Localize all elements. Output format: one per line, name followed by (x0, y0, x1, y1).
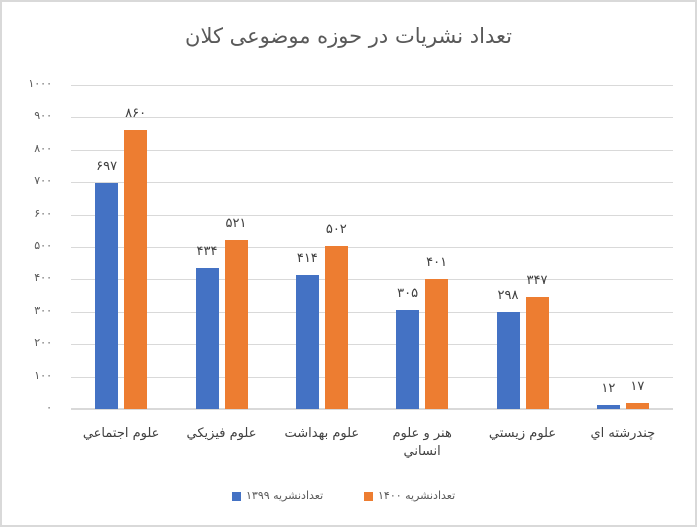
category-label-line: علوم زيستي (488, 426, 557, 441)
category-label-line: علوم بهداشت (284, 426, 360, 441)
y-tick-label: ۸۰۰ (34, 141, 52, 155)
y-tick-label: ۰ (46, 401, 52, 414)
bar-series-1 (95, 183, 119, 409)
y-tick-label: ۵۰۰ (34, 239, 52, 252)
data-label: ۲۹۸ (497, 288, 519, 304)
data-label: ۵۰۲ (325, 222, 347, 238)
category-label: علوم بهداشت (272, 425, 372, 443)
bar-series-1 (496, 312, 520, 409)
y-tick-label: ۱۰۰۰ (28, 77, 52, 90)
y-tick-label: ۱۰۰ (34, 368, 52, 382)
y-tick-label: ۲۰۰ (34, 336, 52, 350)
bar-series-2 (324, 246, 348, 409)
data-label: ۴۳۴ (196, 244, 218, 260)
bar-series-2 (525, 296, 549, 409)
gridline (71, 344, 673, 346)
data-label: ۸۶۰ (125, 106, 147, 122)
data-label: ۱۲ (601, 381, 616, 397)
category-label-line: علوم اجتماعي (82, 426, 160, 441)
data-label: ۱۷ (630, 379, 645, 395)
gridline (71, 85, 673, 86)
y-tick-label: ۴۰۰ (34, 271, 52, 285)
chart-title: تعداد نشریات در حوزه موضوعی کلان (185, 24, 512, 48)
category-label-line: انساني (403, 444, 441, 459)
bar-series-1 (596, 405, 620, 409)
gridline (71, 117, 673, 119)
category-label: هنر و علوم انساني (372, 425, 472, 461)
data-label: ۵۲۱ (225, 216, 247, 232)
bar-series-1 (295, 274, 319, 409)
category-label: علوم اجتماعي (71, 425, 171, 443)
gridline (71, 149, 673, 151)
y-tick-label: ۹۰۰ (34, 109, 52, 123)
bar-series-2 (124, 130, 148, 409)
gridline (71, 311, 673, 313)
x-axis-line (71, 408, 673, 410)
legend-label-2: تعدادنشریه ۱۴۰۰ (378, 489, 456, 502)
legend: تعدادنشریه ۱۳۹۹ تعدادنشریه ۱۴۰۰ (0, 489, 697, 505)
legend-label-1: تعدادنشریه ۱۳۹۹ (246, 489, 324, 502)
bar-series-2 (625, 403, 649, 409)
gridline (71, 376, 673, 378)
legend-swatch-2 (364, 492, 373, 501)
y-tick-label: ۶۰۰ (34, 206, 52, 220)
bar-series-2 (425, 279, 449, 409)
gridline (71, 214, 673, 216)
bar-series-2 (224, 240, 248, 409)
category-label-line: چندرشته اي (590, 426, 656, 441)
gridline (71, 247, 673, 248)
data-label: ۳۴۷ (526, 272, 548, 288)
data-label: ۳۰۵ (397, 286, 419, 302)
data-label: ۴۱۴ (296, 250, 318, 266)
category-label: چندرشته اي (573, 425, 673, 443)
y-tick-label: ۷۰۰ (34, 174, 52, 188)
category-label-line: علوم فيزيكي (186, 426, 257, 441)
category-label: علوم زيستي (473, 425, 573, 443)
gridline (71, 279, 673, 281)
bar-series-1 (396, 310, 420, 409)
gridline (71, 182, 673, 184)
bar-series-1 (195, 268, 219, 409)
y-tick-label: ۳۰۰ (34, 303, 52, 317)
legend-swatch-1 (232, 492, 241, 501)
data-label: ۶۹۷ (96, 159, 118, 175)
category-label: علوم فيزيكي (172, 425, 272, 443)
category-label-line: هنر و علوم (392, 426, 452, 441)
data-label: ۴۰۱ (426, 255, 448, 271)
